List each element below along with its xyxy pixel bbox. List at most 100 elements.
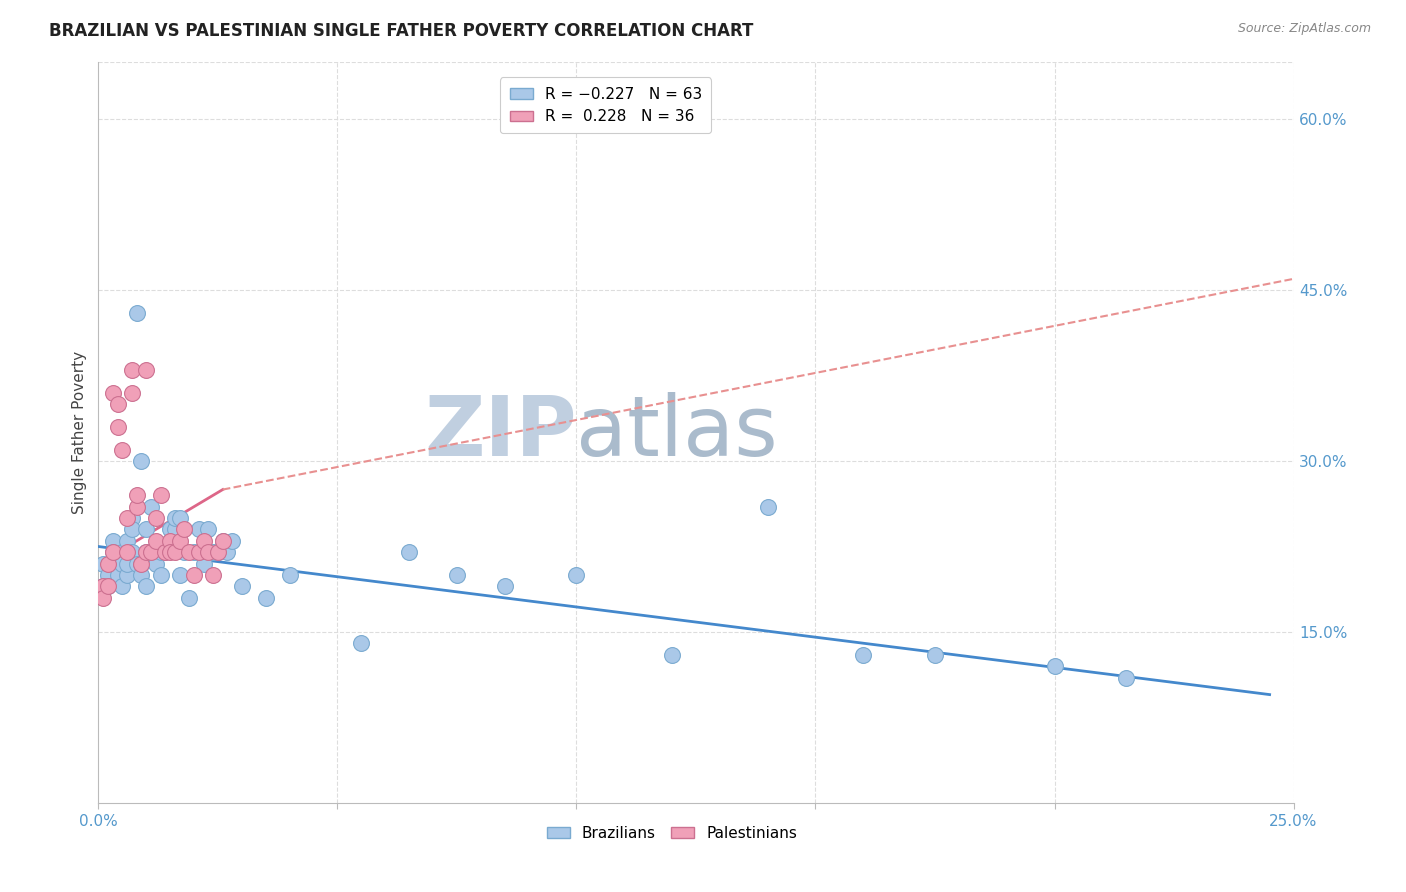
Brazilians	[97, 568, 120, 582]
Palestinians	[107, 420, 129, 434]
Palestinians	[187, 545, 209, 559]
Palestinians	[135, 545, 157, 559]
Palestinians	[211, 533, 233, 548]
Brazilians	[278, 568, 301, 582]
Brazilians	[131, 568, 153, 582]
Brazilians	[131, 454, 153, 468]
Palestinians	[207, 545, 229, 559]
Brazilians	[91, 557, 114, 571]
Text: atlas: atlas	[576, 392, 778, 473]
Brazilians	[97, 579, 120, 593]
Brazilians	[149, 545, 172, 559]
Brazilians	[159, 533, 181, 548]
Legend: Brazilians, Palestinians: Brazilians, Palestinians	[541, 820, 803, 847]
Brazilians	[661, 648, 683, 662]
Palestinians	[197, 545, 219, 559]
Brazilians	[115, 568, 138, 582]
Brazilians	[924, 648, 946, 662]
Brazilians	[446, 568, 468, 582]
Brazilians	[852, 648, 875, 662]
Brazilians	[135, 523, 157, 537]
Palestinians	[131, 557, 153, 571]
Brazilians	[217, 545, 239, 559]
Brazilians	[211, 533, 233, 548]
Brazilians	[183, 545, 205, 559]
Brazilians	[398, 545, 420, 559]
Brazilians	[121, 511, 143, 525]
Y-axis label: Single Father Poverty: Single Father Poverty	[72, 351, 87, 514]
Brazilians	[121, 545, 143, 559]
Brazilians	[139, 545, 162, 559]
Palestinians	[179, 545, 201, 559]
Palestinians	[121, 385, 143, 400]
Brazilians	[221, 533, 243, 548]
Brazilians	[155, 545, 177, 559]
Palestinians	[145, 533, 167, 548]
Palestinians	[101, 385, 124, 400]
Brazilians	[125, 306, 148, 320]
Brazilians	[197, 523, 219, 537]
Brazilians	[254, 591, 277, 605]
Brazilians	[756, 500, 779, 514]
Brazilians	[131, 557, 153, 571]
Brazilians	[107, 557, 129, 571]
Brazilians	[231, 579, 253, 593]
Palestinians	[121, 363, 143, 377]
Brazilians	[107, 568, 129, 582]
Palestinians	[115, 545, 138, 559]
Brazilians	[115, 533, 138, 548]
Brazilians	[111, 545, 134, 559]
Brazilians	[494, 579, 516, 593]
Brazilians	[1043, 659, 1066, 673]
Palestinians	[101, 545, 124, 559]
Brazilians	[193, 557, 215, 571]
Palestinians	[125, 488, 148, 502]
Brazilians	[207, 545, 229, 559]
Brazilians	[135, 545, 157, 559]
Palestinians	[145, 511, 167, 525]
Palestinians	[155, 545, 177, 559]
Palestinians	[107, 397, 129, 411]
Palestinians	[149, 488, 172, 502]
Text: Source: ZipAtlas.com: Source: ZipAtlas.com	[1237, 22, 1371, 36]
Brazilians	[163, 511, 186, 525]
Brazilians	[125, 557, 148, 571]
Brazilians	[139, 500, 162, 514]
Brazilians	[121, 523, 143, 537]
Brazilians	[149, 568, 172, 582]
Brazilians	[115, 557, 138, 571]
Brazilians	[145, 557, 167, 571]
Text: BRAZILIAN VS PALESTINIAN SINGLE FATHER POVERTY CORRELATION CHART: BRAZILIAN VS PALESTINIAN SINGLE FATHER P…	[49, 22, 754, 40]
Brazilians	[1115, 671, 1137, 685]
Brazilians	[187, 523, 209, 537]
Text: ZIP: ZIP	[425, 392, 576, 473]
Brazilians	[202, 545, 225, 559]
Palestinians	[135, 363, 157, 377]
Palestinians	[111, 442, 134, 457]
Palestinians	[97, 579, 120, 593]
Palestinians	[183, 568, 205, 582]
Brazilians	[135, 579, 157, 593]
Palestinians	[193, 533, 215, 548]
Palestinians	[159, 533, 181, 548]
Brazilians	[163, 523, 186, 537]
Palestinians	[97, 557, 120, 571]
Brazilians	[145, 545, 167, 559]
Brazilians	[169, 568, 191, 582]
Palestinians	[115, 511, 138, 525]
Palestinians	[169, 533, 191, 548]
Brazilians	[159, 523, 181, 537]
Brazilians	[179, 591, 201, 605]
Brazilians	[111, 557, 134, 571]
Brazilians	[101, 533, 124, 548]
Brazilians	[565, 568, 588, 582]
Palestinians	[163, 545, 186, 559]
Brazilians	[169, 511, 191, 525]
Brazilians	[91, 579, 114, 593]
Palestinians	[159, 545, 181, 559]
Palestinians	[173, 523, 195, 537]
Brazilians	[111, 579, 134, 593]
Palestinians	[202, 568, 225, 582]
Palestinians	[91, 579, 114, 593]
Brazilians	[173, 545, 195, 559]
